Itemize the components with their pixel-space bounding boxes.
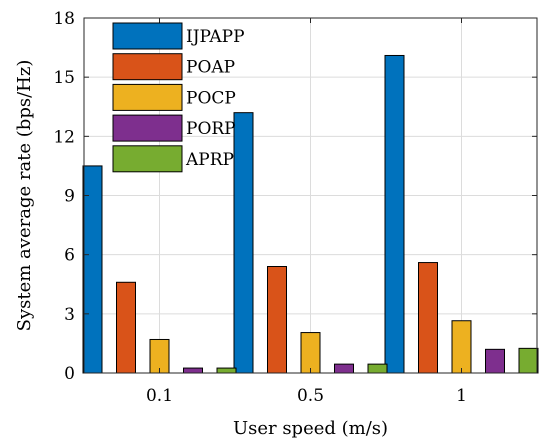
legend-swatch-aprp (112, 145, 183, 173)
bars (82, 54, 539, 374)
legend-swatch-poap (112, 53, 183, 81)
bar-poap-0.1 (116, 281, 136, 374)
y-tick-label: 15 (53, 68, 75, 88)
x-axis-label: User speed (m/s) (233, 418, 388, 439)
x-tick-label: 0.1 (146, 386, 173, 406)
bar-ijpapp-0.1 (82, 165, 103, 374)
x-tick-label: 0.5 (297, 386, 324, 406)
legend-label-ijpapp: IJPAPP (186, 27, 245, 47)
bar-porp-0.5 (334, 363, 354, 374)
legend-label-poap: POAP (186, 58, 235, 78)
bar-porp-1 (485, 348, 505, 374)
y-tick-label: 12 (53, 127, 75, 147)
axis-ticks: 0 3 6 9 12 15 18 0.1 0.5 1 (53, 9, 537, 406)
y-tick-label: 3 (64, 305, 75, 325)
legend-swatch-porp (112, 114, 183, 142)
x-tick-label: 1 (456, 386, 467, 406)
y-tick-label: 0 (64, 364, 75, 384)
bar-pocp-1 (451, 320, 472, 374)
bar-poap-1 (418, 262, 438, 374)
bar-aprp-0.5 (367, 363, 388, 374)
legend: IJPAPP POAP POCP PORP APRP (112, 22, 245, 173)
y-tick-label: 9 (64, 187, 75, 207)
y-tick-label: 6 (64, 246, 75, 266)
bar-pocp-0.1 (149, 338, 170, 374)
legend-swatch-pocp (112, 83, 183, 111)
legend-swatch-ijpapp (112, 22, 183, 50)
legend-label-pocp: POCP (186, 88, 236, 108)
y-tick-label: 18 (53, 9, 75, 29)
y-axis-label: System average rate (bps/Hz) (14, 60, 35, 332)
bar-ijpapp-1 (384, 54, 405, 374)
legend-label-aprp: APRP (185, 150, 234, 170)
bar-pocp-0.5 (300, 332, 321, 374)
bar-ijpapp-0.5 (233, 112, 254, 374)
bar-aprp-0.1 (216, 367, 237, 374)
bar-porp-0.1 (183, 367, 203, 374)
bar-aprp-1 (518, 347, 539, 374)
bar-poap-0.5 (267, 266, 287, 374)
legend-label-porp: PORP (186, 119, 236, 139)
